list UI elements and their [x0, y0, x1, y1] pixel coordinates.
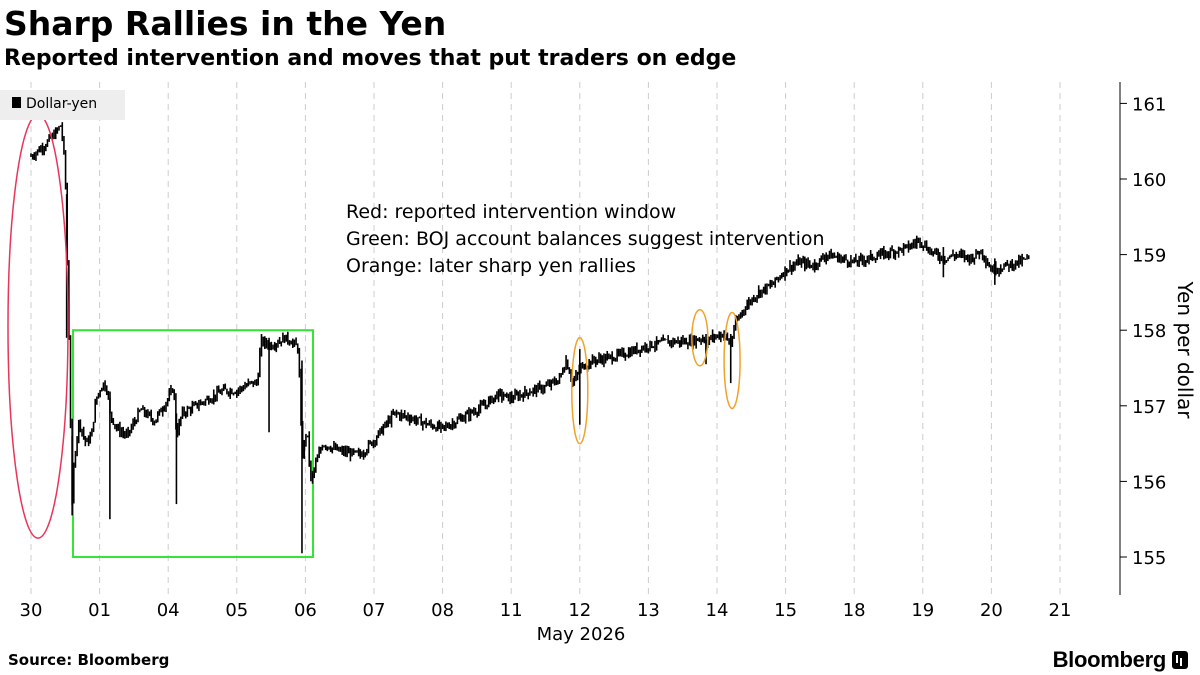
bloomberg-terminal-icon — [1172, 651, 1188, 669]
y-tick-label: 156 — [1132, 472, 1166, 493]
highlight-markers — [72, 329, 314, 559]
grid-lines — [30, 82, 1061, 595]
x-tick-label: 21 — [1049, 600, 1072, 621]
x-axis-title: May 2026 — [537, 624, 626, 645]
x-tick-label: 04 — [157, 600, 180, 621]
x-tick-label: 06 — [294, 600, 317, 621]
series-dollar-yen — [30, 122, 1030, 554]
chart-subtitle: Reported intervention and moves that put… — [4, 46, 737, 71]
orange-ellipse-highlight — [723, 311, 741, 410]
chart-title: Sharp Rallies in the Yen — [4, 4, 447, 43]
x-tick-label: 19 — [911, 600, 934, 621]
x-tick-label: 20 — [980, 600, 1003, 621]
annotation-red: Red: reported intervention window — [346, 201, 676, 223]
x-tick-label: 30 — [20, 600, 43, 621]
y-axis-title: Yen per dollar — [1173, 280, 1197, 419]
x-tick-label: 05 — [225, 600, 248, 621]
x-tick-label: 08 — [431, 600, 454, 621]
x-tick-label: 07 — [363, 600, 386, 621]
y-tick-label: 159 — [1132, 246, 1166, 267]
source-note: Source: Bloomberg — [8, 651, 170, 669]
orange-ellipse-highlight — [571, 336, 589, 445]
annotation-orange: Orange: later sharp yen rallies — [346, 255, 636, 277]
annotation-green: Green: BOJ account balances suggest inte… — [346, 228, 825, 250]
y-tick-label: 158 — [1132, 321, 1166, 342]
x-tick-label: 11 — [500, 600, 523, 621]
x-tick-label: 01 — [88, 600, 111, 621]
x-tick-label: 18 — [843, 600, 866, 621]
orange-ellipse-highlight — [691, 309, 709, 367]
x-tick-label: 14 — [706, 600, 729, 621]
brand-name: Bloomberg — [1052, 647, 1167, 672]
y-tick-label: 161 — [1132, 94, 1166, 115]
legend-swatch — [12, 97, 21, 108]
green-box-highlight — [72, 329, 314, 559]
bloomberg-logo: Bloomberg — [1053, 647, 1188, 673]
axes: 30 01 04 05 06 07 08 11 12 13 14 15 18 19 20 21 155 156 15… — [20, 82, 1166, 621]
red-ellipse-highlight — [7, 113, 69, 539]
x-tick-label: 15 — [774, 600, 797, 621]
x-tick-label: 13 — [637, 600, 660, 621]
y-tick-label: 157 — [1132, 397, 1166, 418]
legend-label: Dollar-yen — [26, 96, 97, 112]
y-tick-label: 155 — [1132, 548, 1166, 569]
y-tick-label: 160 — [1132, 170, 1166, 191]
x-tick-label: 12 — [568, 600, 591, 621]
